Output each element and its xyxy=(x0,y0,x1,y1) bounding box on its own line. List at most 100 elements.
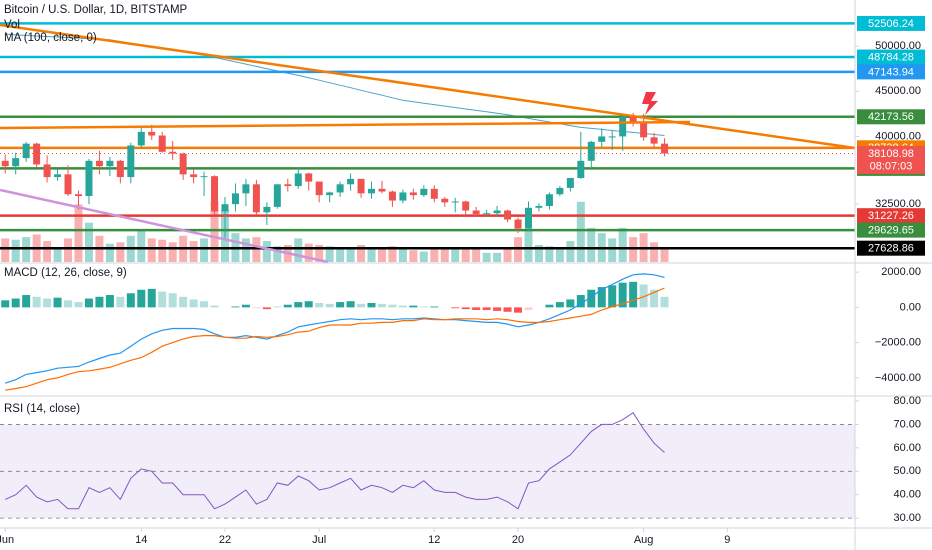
candle-body xyxy=(221,204,229,212)
volume-bar xyxy=(377,248,386,262)
candle-body xyxy=(148,131,156,136)
volume-bar xyxy=(524,230,533,262)
candle-body xyxy=(158,135,166,152)
candle-body xyxy=(116,160,124,178)
macd-histogram-bar xyxy=(231,306,240,308)
volume-bar xyxy=(451,247,460,262)
macd-histogram-bar xyxy=(430,306,439,308)
volume-bar xyxy=(262,241,271,262)
macd-histogram-bar xyxy=(576,295,585,308)
x-tick-label: Jun xyxy=(0,534,14,546)
volume-bar xyxy=(660,248,669,262)
macd-line xyxy=(5,273,665,384)
macd-histogram-bar xyxy=(608,285,617,308)
price-level-tag xyxy=(857,15,925,31)
candle-body xyxy=(273,184,281,207)
candle-body xyxy=(420,188,428,196)
macd-histogram-bar xyxy=(273,306,282,308)
macd-histogram-bar xyxy=(493,307,502,311)
volume-bar xyxy=(84,222,93,262)
macd-histogram-bar xyxy=(660,296,669,308)
volume-bar xyxy=(158,239,167,262)
macd-histogram-bar xyxy=(241,304,250,308)
candle-body xyxy=(640,122,648,138)
macd-histogram-bar xyxy=(304,301,313,308)
volume-bar xyxy=(534,244,543,262)
candle-body xyxy=(85,160,93,197)
volume-bar xyxy=(116,242,125,262)
macd-histogram-bar xyxy=(325,303,334,308)
y-tick-label: 40000.00 xyxy=(875,130,921,142)
macd-histogram-bar xyxy=(597,287,606,308)
candle-body xyxy=(305,173,313,182)
trend-line xyxy=(0,120,691,130)
rsi-title: RSI (14, close) xyxy=(4,403,80,415)
macd-histogram-bar xyxy=(43,298,52,308)
candle-body xyxy=(33,143,41,165)
volume-bar xyxy=(503,247,512,262)
volume-bar xyxy=(493,252,502,262)
volume-bar xyxy=(650,242,659,262)
volume-bar xyxy=(336,247,345,262)
candle-body xyxy=(284,184,292,187)
volume-label: Vol xyxy=(4,19,20,31)
y-tick-label: −4000.00 xyxy=(875,372,921,384)
trend-line xyxy=(0,188,329,264)
current-price-tag xyxy=(857,146,925,175)
macd-histogram-bar xyxy=(367,302,376,308)
candle-body xyxy=(242,184,250,194)
candle-body xyxy=(211,176,219,212)
macd-histogram-bar xyxy=(32,296,41,308)
y-tick-label: 0.00 xyxy=(900,301,921,313)
macd-histogram-bar xyxy=(398,305,407,308)
price-level-tag xyxy=(857,109,925,125)
candle-body xyxy=(179,153,187,175)
candle-body xyxy=(54,174,62,178)
candle-body xyxy=(347,178,355,185)
volume-bar xyxy=(200,238,209,262)
volume-bar xyxy=(74,204,83,262)
candle-body xyxy=(556,187,564,195)
candle-body xyxy=(252,184,260,213)
candle-body xyxy=(650,137,658,144)
trend-line xyxy=(0,23,856,150)
candle-body xyxy=(137,131,145,146)
candle-body xyxy=(200,176,208,178)
candle-body xyxy=(294,173,302,187)
macd-histogram-bar xyxy=(294,302,303,308)
volume-bar xyxy=(147,238,156,262)
candle-body xyxy=(504,210,512,220)
candle-body xyxy=(231,193,239,205)
candle-body xyxy=(451,201,459,203)
candle-body xyxy=(74,194,82,197)
volume-bar xyxy=(430,248,439,262)
macd-histogram-bar xyxy=(105,295,114,308)
volume-bar xyxy=(618,227,627,262)
price-level-label: 42173.56 xyxy=(868,111,914,123)
price-level-tag xyxy=(857,208,925,224)
volume-bar xyxy=(22,237,31,262)
macd-histogram-bar xyxy=(472,307,481,311)
candle-body xyxy=(545,194,553,206)
candle-body xyxy=(22,143,30,159)
candle-body xyxy=(169,151,177,154)
volume-bar xyxy=(367,247,376,262)
y-tick-label: 50000.00 xyxy=(875,40,921,52)
volume-bar xyxy=(576,201,585,262)
y-tick-label: 80.00 xyxy=(893,395,921,407)
x-tick-label: 22 xyxy=(219,534,231,546)
y-tick-label: 2000.00 xyxy=(881,266,921,278)
volume-bar xyxy=(168,242,177,262)
macd-histogram-bar xyxy=(639,284,648,308)
candle-body xyxy=(587,141,595,161)
price-level-label: 52506.24 xyxy=(868,18,914,30)
volume-bar xyxy=(294,238,303,262)
macd-histogram-bar xyxy=(388,304,397,308)
macd-histogram-bar xyxy=(158,291,167,308)
y-tick-label: 45000.00 xyxy=(875,85,921,97)
volume-bar xyxy=(241,238,250,262)
candle-body xyxy=(566,177,574,188)
candle-body xyxy=(378,188,386,192)
candle-body xyxy=(95,160,103,167)
